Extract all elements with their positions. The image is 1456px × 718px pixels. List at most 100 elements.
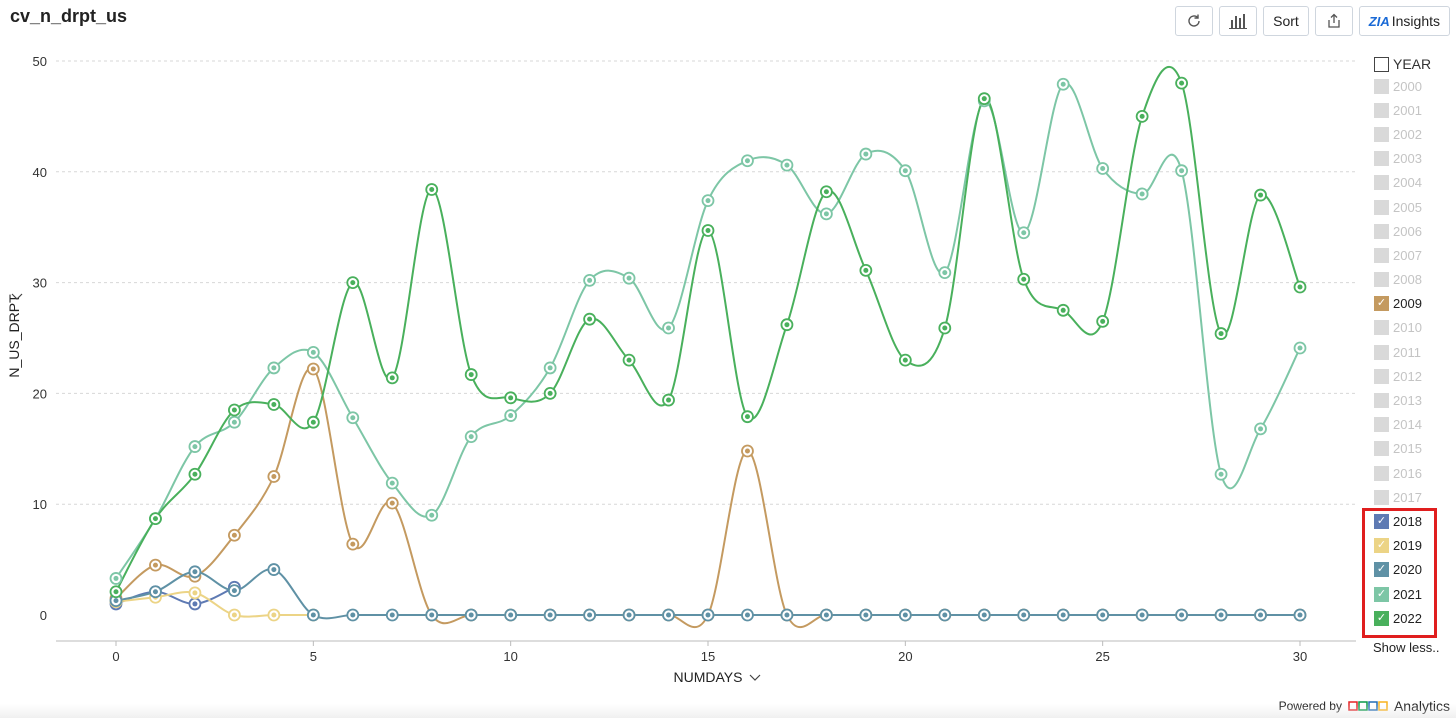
legend-item[interactable]: 2000 bbox=[1374, 74, 1454, 98]
legend-item[interactable]: ✓ 2021 bbox=[1374, 582, 1454, 606]
data-point-dot bbox=[271, 612, 277, 618]
unchecked-checkbox-icon[interactable] bbox=[1374, 223, 1389, 239]
x-tick-label: 0 bbox=[112, 649, 119, 664]
unchecked-checkbox-icon[interactable] bbox=[1374, 199, 1389, 215]
show-less-link[interactable]: Show less.. bbox=[1373, 640, 1440, 655]
data-point-dot bbox=[547, 612, 553, 618]
unchecked-checkbox-icon[interactable] bbox=[1374, 272, 1389, 288]
data-point-dot bbox=[468, 434, 474, 440]
legend-item[interactable]: 2016 bbox=[1374, 461, 1454, 485]
data-point-dot bbox=[1218, 331, 1224, 337]
data-point-dot bbox=[705, 228, 711, 234]
legend-item[interactable]: 2010 bbox=[1374, 316, 1454, 340]
legend-item[interactable]: 2005 bbox=[1374, 195, 1454, 219]
insights-label: Insights bbox=[1391, 13, 1440, 29]
legend-header-label: YEAR bbox=[1393, 56, 1432, 72]
checked-checkbox-icon[interactable]: ✓ bbox=[1374, 562, 1389, 578]
unchecked-checkbox-icon[interactable] bbox=[1374, 393, 1389, 409]
data-point-dot bbox=[626, 612, 632, 618]
data-point-dot bbox=[666, 397, 672, 403]
data-point-dot bbox=[666, 612, 672, 618]
data-point-dot bbox=[863, 267, 869, 273]
data-point-dot bbox=[231, 588, 237, 594]
unchecked-checkbox-icon[interactable] bbox=[1374, 126, 1389, 142]
chart-type-button[interactable] bbox=[1219, 6, 1258, 36]
refresh-button[interactable] bbox=[1175, 6, 1214, 36]
legend-item[interactable]: 2004 bbox=[1374, 171, 1454, 195]
checked-checkbox-icon[interactable]: ✓ bbox=[1374, 610, 1389, 626]
unchecked-checkbox-icon[interactable] bbox=[1374, 489, 1389, 505]
data-point-dot bbox=[350, 541, 356, 547]
unchecked-checkbox-icon[interactable] bbox=[1374, 320, 1389, 336]
data-point-dot bbox=[942, 325, 948, 331]
unchecked-checkbox-icon[interactable] bbox=[1374, 151, 1389, 167]
data-point-dot bbox=[942, 612, 948, 618]
unchecked-checkbox-icon[interactable] bbox=[1374, 465, 1389, 481]
y-tick-label: 10 bbox=[33, 497, 47, 512]
legend-item[interactable]: 2008 bbox=[1374, 268, 1454, 292]
checked-checkbox-icon[interactable]: ✓ bbox=[1374, 586, 1389, 602]
legend-item[interactable]: 2007 bbox=[1374, 243, 1454, 267]
chevron-down-icon bbox=[749, 674, 761, 681]
data-point-dot bbox=[310, 612, 316, 618]
data-point-dot bbox=[1218, 471, 1224, 477]
data-point-dot bbox=[1021, 612, 1027, 618]
data-point-dot bbox=[231, 407, 237, 413]
y-tick-label: 40 bbox=[33, 165, 47, 180]
data-point-dot bbox=[744, 448, 750, 454]
legend-item-label: 2000 bbox=[1393, 78, 1422, 94]
data-point-dot bbox=[429, 512, 435, 518]
sort-button[interactable]: Sort bbox=[1263, 6, 1309, 36]
legend-item[interactable]: 2006 bbox=[1374, 219, 1454, 243]
legend-item[interactable]: 2003 bbox=[1374, 147, 1454, 171]
unchecked-checkbox-icon[interactable] bbox=[1374, 78, 1389, 94]
unchecked-checkbox-icon[interactable] bbox=[1374, 175, 1389, 191]
legend-item-label: 2013 bbox=[1393, 393, 1422, 409]
data-point-dot bbox=[902, 612, 908, 618]
legend-item[interactable]: 2015 bbox=[1374, 437, 1454, 461]
legend-item[interactable]: 2013 bbox=[1374, 388, 1454, 412]
checked-checkbox-icon[interactable]: ✓ bbox=[1374, 296, 1389, 312]
legend-header[interactable]: YEAR bbox=[1374, 54, 1454, 74]
legend-item[interactable]: ✓ 2022 bbox=[1374, 606, 1454, 630]
unchecked-checkbox-icon[interactable] bbox=[1374, 417, 1389, 433]
unchecked-checkbox-icon[interactable] bbox=[1374, 368, 1389, 384]
legend-item[interactable]: ✓ 2020 bbox=[1374, 558, 1454, 582]
legend-item[interactable]: ✓ 2019 bbox=[1374, 534, 1454, 558]
unchecked-checkbox-icon[interactable] bbox=[1374, 247, 1389, 263]
data-point-dot bbox=[508, 395, 514, 401]
data-point-dot bbox=[902, 357, 908, 363]
data-point-dot bbox=[902, 168, 908, 174]
data-point-dot bbox=[1060, 81, 1066, 87]
legend-item-label: 2012 bbox=[1393, 368, 1422, 384]
data-point-dot bbox=[1139, 113, 1145, 119]
data-point-dot bbox=[1060, 612, 1066, 618]
data-point-dot bbox=[626, 357, 632, 363]
data-point-dot bbox=[350, 280, 356, 286]
data-point-dot bbox=[468, 372, 474, 378]
data-point-dot bbox=[1258, 612, 1264, 618]
legend-item[interactable]: 2011 bbox=[1374, 340, 1454, 364]
legend-item[interactable]: 2014 bbox=[1374, 413, 1454, 437]
unchecked-checkbox-icon[interactable] bbox=[1374, 441, 1389, 457]
select-all-checkbox[interactable] bbox=[1374, 56, 1389, 72]
legend-item[interactable]: 2002 bbox=[1374, 122, 1454, 146]
insights-button[interactable]: ZIA Insights bbox=[1358, 6, 1450, 36]
unchecked-checkbox-icon[interactable] bbox=[1374, 344, 1389, 360]
checked-checkbox-icon[interactable]: ✓ bbox=[1374, 538, 1389, 554]
data-point-dot bbox=[981, 612, 987, 618]
legend-item[interactable]: 2001 bbox=[1374, 98, 1454, 122]
legend-item[interactable]: 2012 bbox=[1374, 364, 1454, 388]
series-points bbox=[109, 76, 1307, 622]
data-point-dot bbox=[863, 151, 869, 157]
legend-item-label: 2001 bbox=[1393, 102, 1422, 118]
export-button[interactable] bbox=[1314, 6, 1353, 36]
series-line bbox=[115, 586, 235, 605]
data-point-dot bbox=[587, 316, 593, 322]
legend-item[interactable]: ✓ 2009 bbox=[1374, 292, 1454, 316]
legend-item[interactable]: 2017 bbox=[1374, 485, 1454, 509]
data-point-dot bbox=[192, 444, 198, 450]
unchecked-checkbox-icon[interactable] bbox=[1374, 102, 1389, 118]
legend-item[interactable]: ✓ 2018 bbox=[1374, 509, 1454, 533]
checked-checkbox-icon[interactable]: ✓ bbox=[1374, 513, 1389, 529]
